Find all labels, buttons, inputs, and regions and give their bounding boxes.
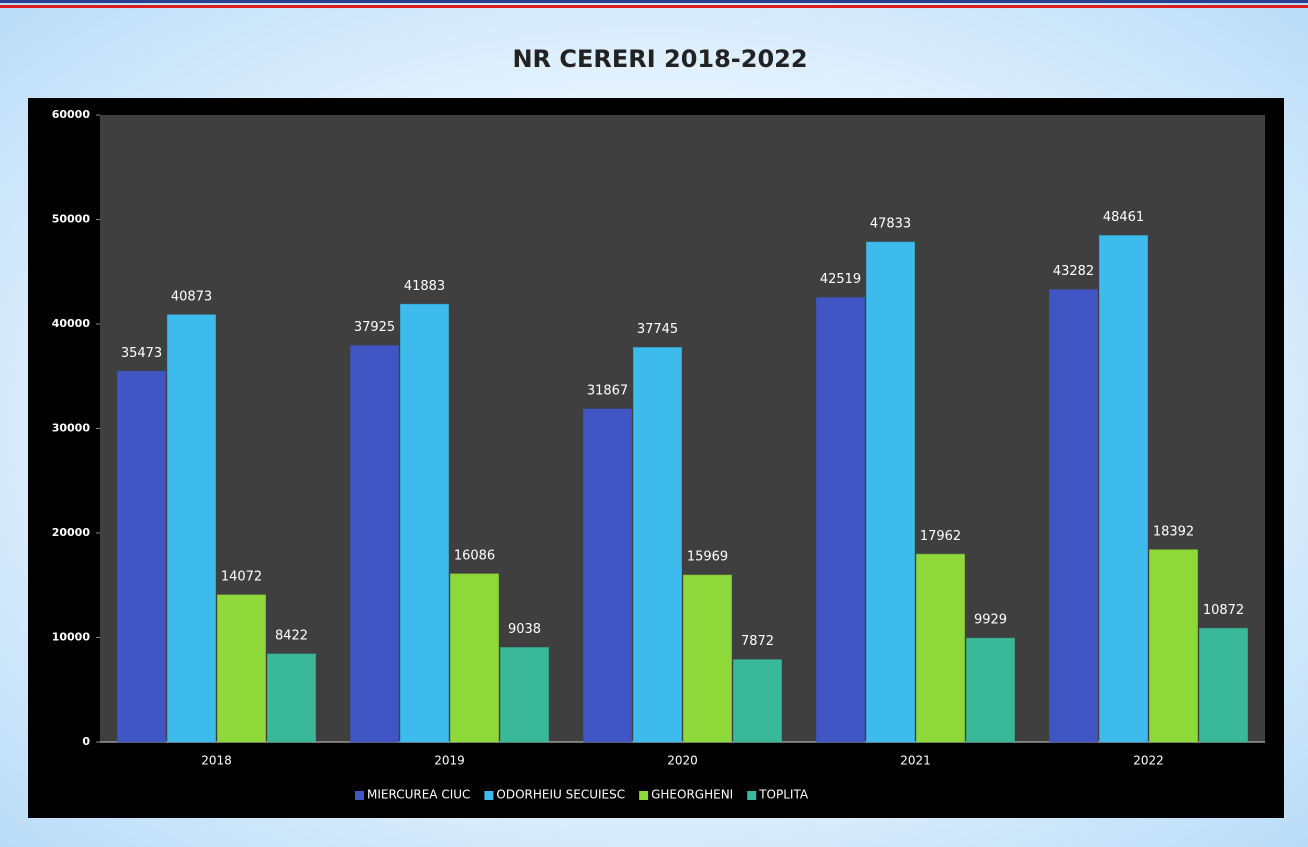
y-tick-label: 40000: [52, 317, 91, 330]
value-label: 16086: [454, 548, 495, 563]
legend-label: ODORHEIU SECUIESC: [496, 788, 625, 802]
value-label: 17962: [920, 529, 961, 544]
y-tick-label: 20000: [52, 526, 91, 539]
value-label: 48461: [1103, 210, 1144, 225]
top-border: [0, 0, 1308, 3]
x-tick-label: 2019: [434, 754, 465, 768]
top-accent: [0, 5, 1308, 8]
value-label: 42519: [820, 272, 861, 287]
value-label: 7872: [741, 634, 774, 649]
bar: [733, 659, 782, 743]
bar: [1199, 627, 1248, 743]
bar: [1149, 549, 1198, 743]
value-label: 47833: [870, 217, 911, 232]
bar: [167, 314, 216, 743]
value-label: 9038: [508, 622, 541, 637]
bar: [117, 370, 166, 743]
legend-swatch: [484, 791, 494, 800]
y-tick-label: 0: [82, 735, 90, 748]
value-label: 41883: [404, 279, 445, 294]
bar: [500, 647, 549, 743]
value-label: 40873: [171, 289, 212, 304]
legend-swatch: [639, 791, 649, 800]
bar: [1099, 235, 1148, 743]
legend-label: TOPLITA: [758, 788, 809, 802]
value-label: 18392: [1153, 524, 1194, 539]
value-label: 15969: [687, 550, 728, 565]
bar: [267, 653, 316, 743]
legend-label: GHEORGHENI: [651, 788, 733, 802]
value-label: 35473: [121, 346, 162, 361]
value-label: 9929: [974, 613, 1007, 628]
value-label: 14072: [221, 569, 262, 584]
y-tick-label: 50000: [52, 213, 91, 226]
value-label: 37745: [637, 322, 678, 337]
x-tick-label: 2018: [201, 754, 232, 768]
bar: [350, 345, 399, 743]
value-label: 31867: [587, 383, 628, 398]
bar: [583, 408, 632, 743]
bar: [816, 297, 865, 743]
value-label: 10872: [1203, 603, 1244, 618]
bar: [866, 241, 915, 743]
bar: [1049, 289, 1098, 743]
y-tick-label: 60000: [52, 108, 91, 121]
bar: [966, 637, 1015, 743]
legend-swatch: [355, 791, 364, 800]
bar: [633, 347, 682, 743]
value-label: 43282: [1053, 264, 1094, 279]
y-tick-label: 10000: [52, 631, 91, 644]
y-tick-label: 30000: [52, 422, 91, 435]
x-tick-label: 2020: [667, 754, 698, 768]
bar: [217, 594, 266, 743]
x-tick-label: 2021: [900, 754, 931, 768]
bar: [400, 303, 449, 743]
bar: [450, 573, 499, 743]
value-label: 37925: [354, 320, 395, 335]
x-tick-label: 2022: [1133, 754, 1164, 768]
legend-swatch: [747, 791, 757, 800]
bar: [683, 574, 732, 743]
bar: [916, 553, 965, 743]
value-label: 8422: [275, 628, 308, 643]
chart-title: NR CERERI 2018-2022: [512, 45, 807, 73]
legend-label: MIERCUREA CIUC: [367, 788, 470, 802]
